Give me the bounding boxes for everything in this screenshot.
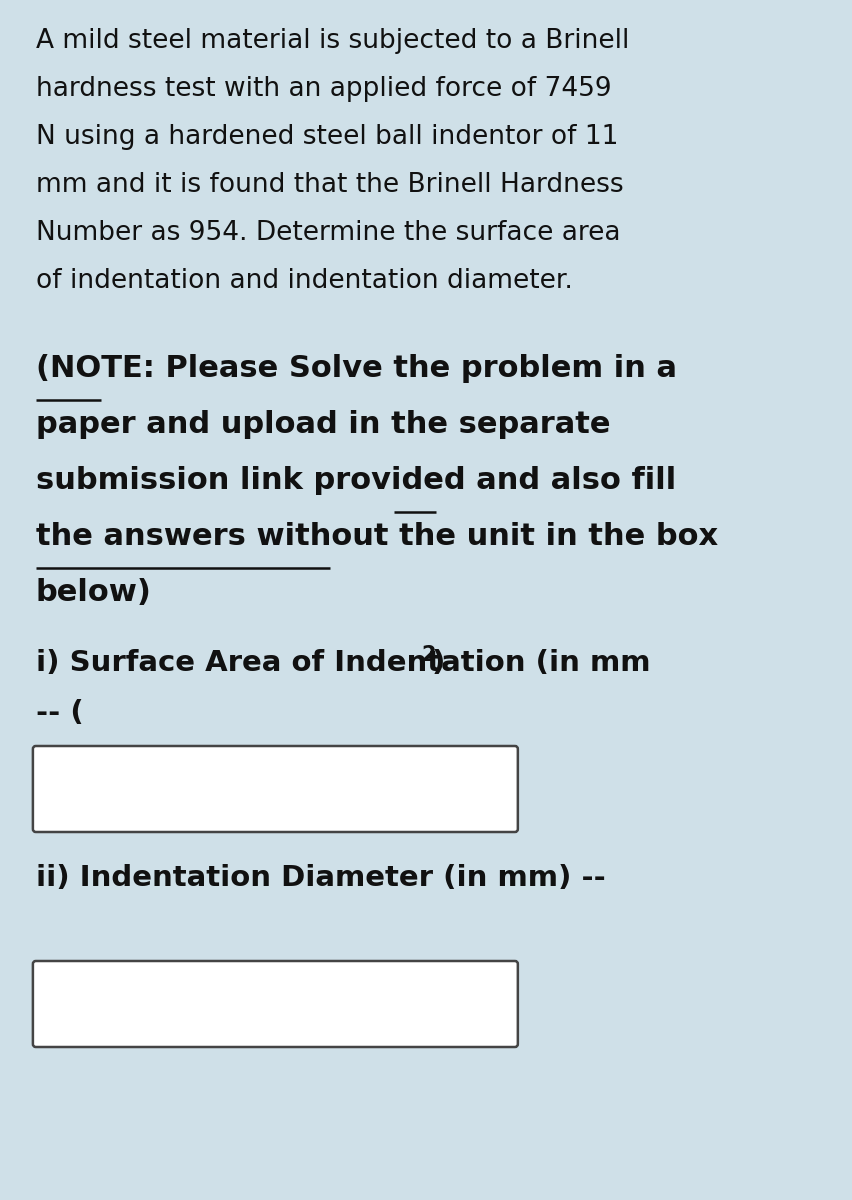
FancyBboxPatch shape (33, 961, 518, 1046)
Text: ii) Indentation Diameter (in mm) --: ii) Indentation Diameter (in mm) -- (36, 864, 606, 892)
Text: A mild steel material is subjected to a Brinell: A mild steel material is subjected to a … (36, 28, 629, 54)
Text: Number as 954. Determine the surface area: Number as 954. Determine the surface are… (36, 220, 620, 246)
FancyBboxPatch shape (33, 746, 518, 832)
Text: below): below) (36, 578, 152, 607)
Text: paper and upload in the separate: paper and upload in the separate (36, 410, 610, 439)
Text: 2: 2 (422, 646, 436, 665)
Text: ): ) (432, 649, 445, 677)
Text: N using a hardened steel ball indentor of 11: N using a hardened steel ball indentor o… (36, 124, 618, 150)
Text: (NOTE: Please Solve the problem in a: (NOTE: Please Solve the problem in a (36, 354, 676, 383)
Text: submission link provided and also fill: submission link provided and also fill (36, 466, 676, 494)
Text: mm and it is found that the Brinell Hardness: mm and it is found that the Brinell Hard… (36, 172, 624, 198)
Text: hardness test with an applied force of 7459: hardness test with an applied force of 7… (36, 76, 612, 102)
Text: i) Surface Area of Indentation (in mm: i) Surface Area of Indentation (in mm (36, 649, 650, 677)
Text: the answers without the unit in the box: the answers without the unit in the box (36, 522, 718, 551)
Text: of indentation and indentation diameter.: of indentation and indentation diameter. (36, 268, 573, 294)
Text: -- (: -- ( (36, 698, 83, 727)
